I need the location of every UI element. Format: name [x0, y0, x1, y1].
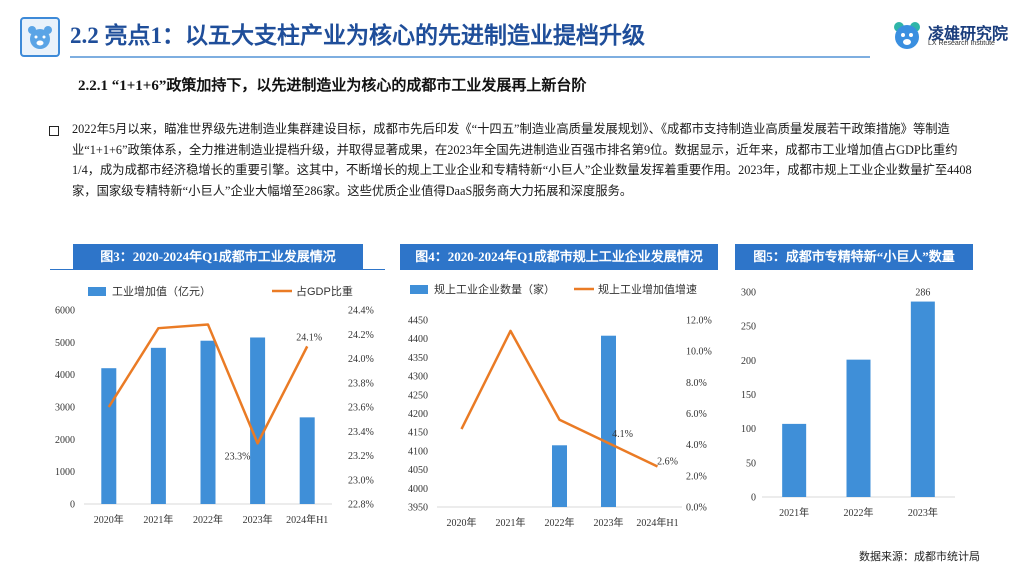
chart-3-category-label: 2022年: [193, 513, 223, 526]
chart-3-bar: [250, 337, 266, 504]
chart-5-left-tick-label: 100: [741, 424, 756, 435]
chart-4-category-label: 2022年: [545, 516, 575, 529]
chart-5-left-tick-label: 200: [741, 356, 756, 367]
data-source: 数据来源：成都市统计局: [859, 551, 980, 563]
chart-3-legend-label: 工业增加值（亿元）: [112, 284, 211, 298]
figure-4-title: 图4：2020-2024年Q1成都市规上工业企业发展情况: [400, 244, 718, 269]
chart-3-bar: [101, 368, 117, 504]
chart-3-left-tick-label: 2000: [55, 435, 75, 446]
chart-3-left-tick-label: 3000: [55, 403, 75, 414]
chart-4-data-label: 2.6%: [657, 456, 678, 467]
chart-4-left-tick-label: 3950: [408, 503, 428, 514]
chart-3-bar: [150, 347, 166, 504]
chart-4-category-label: 2023年: [594, 516, 624, 529]
title-divider: [70, 56, 870, 58]
chart-5-category-label: 2021年: [779, 506, 809, 519]
chart-5-category-label: 2022年: [844, 506, 874, 519]
figure-5-divider: [735, 269, 973, 270]
chart-3-bar: [299, 417, 315, 504]
chart-3-right-tick-label: 23.0%: [348, 475, 374, 486]
chart-5-left-tick-label: 50: [746, 458, 756, 469]
chart-4-category-label: 2021年: [496, 516, 526, 529]
chart-3-right-tick-label: 23.8%: [348, 378, 374, 389]
brand-name: 凌雄研究院: [928, 26, 1009, 43]
chart-4-left-tick-label: 4050: [408, 465, 428, 476]
page-title: 2.2 亮点1：以五大支柱产业为核心的先进制造业提档升级: [70, 23, 645, 48]
chart-4-right-tick-label: 0.0%: [686, 503, 707, 514]
chart-5-left-tick-label: 0: [751, 493, 756, 504]
chart-4-left-tick-label: 4000: [408, 484, 428, 495]
chart-3-right-tick-label: 24.2%: [348, 330, 374, 341]
chart-4-left-tick-label: 4400: [408, 334, 428, 345]
brand-bear-icon: [894, 22, 920, 49]
chart-4-legend-label: 规上工业企业数量（家）: [434, 282, 555, 296]
chart-4-bar: [601, 335, 616, 507]
chart-5-left-tick-label: 250: [741, 322, 756, 333]
chart-4-data-label: 4.1%: [612, 429, 633, 440]
chart-5-data-label: 286: [915, 288, 930, 299]
chart-3-right-tick-label: 23.6%: [348, 403, 374, 414]
chart-5-bar: [846, 359, 871, 497]
figure-3-title: 图3：2020-2024年Q1成都市工业发展情况: [73, 244, 363, 269]
chart-3-category-label: 2023年: [243, 513, 273, 526]
chart-4-category-label: 2020年: [447, 516, 477, 529]
chart-3-category-label: 2020年: [94, 513, 124, 526]
chart-3-left-tick-label: 1000: [55, 467, 75, 478]
chart-4-left-tick-label: 4350: [408, 353, 428, 364]
chart-3-data-label: 23.3%: [225, 451, 251, 462]
chart-4-right-tick-label: 6.0%: [686, 409, 707, 420]
chart-5-left-tick-label: 150: [741, 390, 756, 401]
chart-4-right-tick-label: 2.0%: [686, 471, 707, 482]
chart-4-left-tick-label: 4250: [408, 390, 428, 401]
chart-3-right-tick-label: 24.0%: [348, 354, 374, 365]
chart-5-category-label: 2023年: [908, 506, 938, 519]
chart-3-right-tick-label: 23.2%: [348, 451, 374, 462]
chart-4-right-tick-label: 12.0%: [686, 316, 712, 327]
chart-3-right-tick-label: 22.8%: [348, 500, 374, 511]
chart-3-left-tick-label: 5000: [55, 338, 75, 349]
chart-4-left-tick-label: 4200: [408, 409, 428, 420]
chart-3-legend-label: 占GDP比重: [296, 284, 353, 298]
chart-3-bar: [200, 340, 216, 504]
brand-logo: 凌雄研究院 LX Research Institute: [890, 18, 1010, 52]
brand-subtitle: LX Research Institute: [928, 40, 995, 47]
chart-4-legend-swatch: [410, 285, 428, 294]
chart-4-bar: [552, 445, 567, 507]
chart-4-left-tick-label: 4150: [408, 428, 428, 439]
chart-3-legend-swatch: [88, 287, 106, 296]
chart-4-category-label: 2024年H1: [636, 516, 678, 529]
figure-5-title: 图5：成都市专精特新“小巨人”数量: [735, 244, 973, 269]
figure-3-divider: [50, 269, 385, 270]
chart-4-right-tick-label: 4.0%: [686, 440, 707, 451]
chart-4-left-tick-label: 4300: [408, 372, 428, 383]
chart-3-category-label: 2021年: [143, 513, 173, 526]
bullet-square-icon: [49, 126, 59, 136]
chart-3-right-tick-label: 23.4%: [348, 427, 374, 438]
chart-3-data-label: 24.1%: [296, 332, 322, 343]
chart-3-line: [107, 323, 309, 445]
chart-4-line: [460, 329, 659, 468]
chart-4-right-tick-label: 8.0%: [686, 378, 707, 389]
body-paragraph: 2022年5月以来，瞄准世界级先进制造业集群建设目标，成都市先后印发《“十四五”…: [72, 122, 972, 198]
chart-4-left-tick-label: 4100: [408, 446, 428, 457]
chart-4-left-tick-label: 4450: [408, 316, 428, 327]
chart-3-left-tick-label: 0: [70, 500, 75, 511]
chart-3-left-tick-label: 6000: [55, 306, 75, 317]
figure-4-divider: [400, 269, 718, 270]
chart-5-left-tick-label: 300: [741, 288, 756, 299]
chart-3-right-tick-label: 24.4%: [348, 306, 374, 317]
bear-icon: [20, 17, 60, 57]
chart-3-category-label: 2024年H1: [286, 513, 328, 526]
header: 2.2 亮点1：以五大支柱产业为核心的先进制造业提档升级 凌雄研究院 LX Re…: [0, 0, 1024, 64]
chart-3-left-tick-label: 4000: [55, 370, 75, 381]
chart-4-legend-label: 规上工业增加值增速: [598, 282, 697, 296]
chart-5-bar: [910, 301, 935, 497]
chart-4-right-tick-label: 10.0%: [686, 347, 712, 358]
chart-5-bar: [782, 423, 807, 497]
section-subtitle: 2.2.1 “1+1+6”政策加持下，以先进制造业为核心的成都市工业发展再上新台…: [78, 78, 587, 94]
